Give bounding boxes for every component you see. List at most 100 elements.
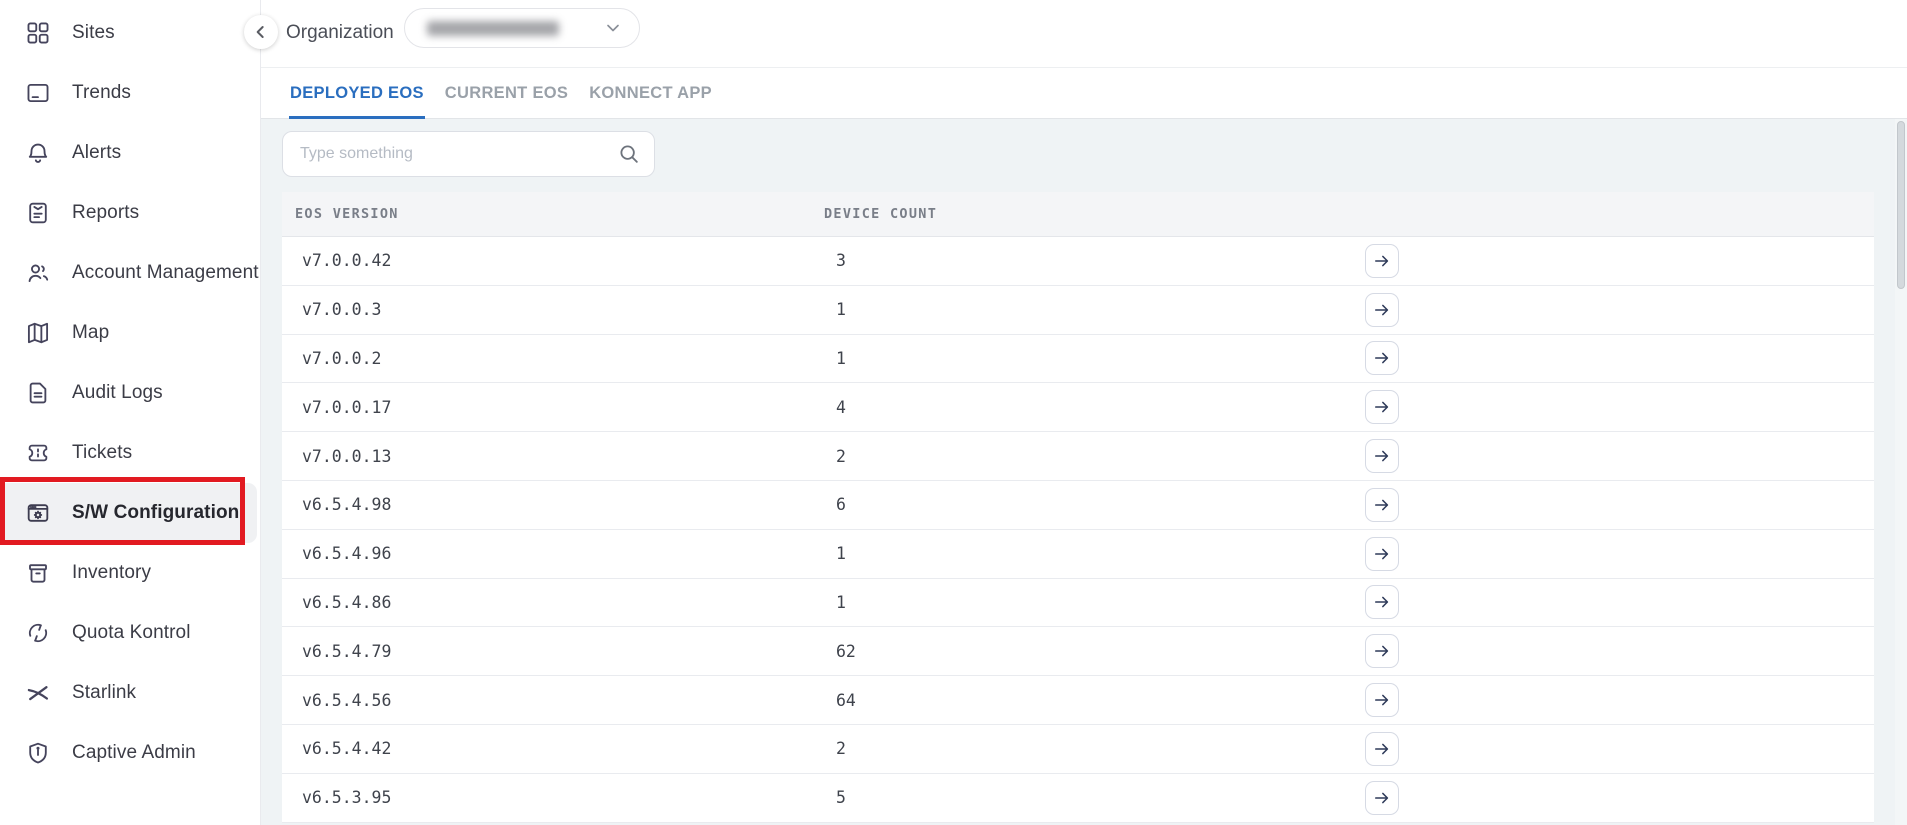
device-count-cell: 2: [836, 446, 846, 466]
sidebar-item-account-management[interactable]: Account Management: [0, 243, 260, 303]
row-detail-button[interactable]: [1365, 243, 1399, 278]
table-row: v6.5.4.56 64: [282, 676, 1874, 725]
table-row: v6.5.4.86 1: [282, 578, 1874, 628]
row-detail-button[interactable]: [1365, 683, 1399, 718]
eos-table: EOS VERSION DEVICE COUNT v7.0.0.42 3 v7.0.…: [282, 192, 1874, 823]
sidebar-item-map[interactable]: Map: [0, 303, 260, 363]
users-icon: [25, 260, 51, 286]
table-row: v6.5.3.95 5: [282, 773, 1874, 823]
content-area: EOS VERSION DEVICE COUNT v7.0.0.423v7.0.…: [261, 119, 1907, 825]
scrollbar-thumb[interactable]: [1897, 121, 1905, 289]
sidebar-item-label: Reports: [72, 202, 140, 223]
organization-label: Organization: [286, 22, 394, 43]
sidebar-nav: Sites Trends Alerts Reports Account Manageme…: [0, 3, 260, 783]
device-count-cell: 4: [836, 397, 846, 417]
row-detail-button[interactable]: [1365, 390, 1399, 425]
arrow-right-icon: [1372, 592, 1392, 612]
arrow-right-icon: [1372, 397, 1392, 417]
arrow-right-icon: [1372, 641, 1392, 661]
sidebar-item-label: Trends: [72, 82, 132, 103]
device-count-cell: 1: [836, 544, 846, 564]
sidebar-item-s-w-configuration[interactable]: S/W Configuration: [0, 483, 257, 543]
tab-current-eos[interactable]: CURRENT EOS: [444, 83, 569, 102]
monitor-icon: [25, 80, 51, 106]
eos-version-cell: v6.5.4.42: [302, 739, 392, 759]
sidebar-item-inventory[interactable]: Inventory: [0, 543, 260, 603]
eos-version-cell: v7.0.0.13: [302, 446, 392, 466]
window-gear-icon: [25, 500, 51, 526]
top-header: Organization: [244, 0, 1907, 67]
chevron-left-icon: [251, 22, 271, 42]
device-count-cell: 1: [836, 300, 846, 320]
sidebar-item-reports[interactable]: Reports: [0, 183, 260, 243]
table-row: v7.0.0.17 4: [282, 383, 1874, 433]
sidebar-item-starlink[interactable]: Starlink: [0, 663, 260, 723]
sidebar-item-quota-kontrol[interactable]: Quota Kontrol: [0, 603, 260, 663]
sidebar-item-sites[interactable]: Sites: [0, 3, 260, 63]
shield-icon: [25, 740, 51, 766]
column-header-device-count: DEVICE COUNT: [824, 206, 938, 222]
sidebar-item-label: Map: [72, 322, 110, 343]
row-detail-button[interactable]: [1365, 292, 1399, 327]
eos-version-cell: v6.5.4.56: [302, 690, 392, 710]
eos-version-cell: v6.5.4.79: [302, 641, 392, 661]
row-detail-button[interactable]: [1365, 439, 1399, 474]
row-detail-button[interactable]: [1365, 731, 1399, 766]
document-icon: [25, 380, 51, 406]
sidebar-item-trends[interactable]: Trends: [0, 63, 260, 123]
device-count-cell: 6: [836, 495, 846, 515]
row-detail-button[interactable]: [1365, 780, 1399, 815]
sidebar-item-label: Account Management: [72, 262, 259, 283]
collapse-sidebar-button[interactable]: [244, 15, 278, 49]
table-row: v6.5.4.96 1: [282, 529, 1874, 579]
device-count-cell: 62: [836, 641, 856, 661]
row-detail-button[interactable]: [1365, 341, 1399, 376]
device-count-cell: 5: [836, 788, 846, 808]
arrow-right-icon: [1372, 544, 1392, 564]
sidebar-item-label: Starlink: [72, 682, 137, 703]
eos-version-cell: v6.5.3.95: [302, 788, 392, 808]
arrow-right-icon: [1372, 690, 1392, 710]
table-row: v6.5.4.42 2: [282, 724, 1874, 774]
tab-deployed-eos[interactable]: DEPLOYED EOS: [289, 68, 425, 119]
bell-icon: [25, 140, 51, 166]
sidebar-item-label: Captive Admin: [72, 742, 196, 763]
organization-value-redacted: [427, 20, 559, 36]
table-body: v7.0.0.42 3 v7.0.0.3 1 v7.0.0.2 1 v7.0.0.17 4 v7…: [282, 237, 1874, 823]
sidebar-item-label: Inventory: [72, 562, 152, 583]
sidebar-item-label: Sites: [72, 22, 115, 43]
search-input[interactable]: [300, 145, 618, 163]
quota-icon: [25, 620, 51, 646]
row-detail-button[interactable]: [1365, 585, 1399, 620]
sidebar-item-captive-admin[interactable]: Captive Admin: [0, 723, 260, 783]
eos-version-cell: v7.0.0.2: [302, 348, 382, 368]
sidebar-item-audit-logs[interactable]: Audit Logs: [0, 363, 260, 423]
main-panel: Organization DEPLOYED EOS CURRENT EOS KO…: [244, 0, 1907, 825]
tab-konnect-app[interactable]: KONNECT APP: [589, 83, 712, 102]
row-detail-button[interactable]: [1365, 487, 1399, 522]
arrow-right-icon: [1372, 446, 1392, 466]
table-row: v7.0.0.13 2: [282, 432, 1874, 481]
chevron-down-icon: [603, 18, 623, 38]
organization-dropdown[interactable]: [404, 8, 640, 48]
eos-version-cell: v6.5.4.86: [302, 592, 392, 612]
arrow-right-icon: [1372, 739, 1392, 759]
sidebar: Sites Trends Alerts Reports Account Manageme…: [0, 0, 261, 825]
tab-bar: DEPLOYED EOS CURRENT EOS KONNECT APP: [261, 67, 1907, 119]
arrow-right-icon: [1372, 348, 1392, 368]
device-count-cell: 3: [836, 251, 846, 271]
report-icon: [25, 200, 51, 226]
sidebar-item-label: Quota Kontrol: [72, 622, 191, 643]
table-row: v6.5.4.79 62: [282, 627, 1874, 677]
sidebar-item-label: Audit Logs: [72, 382, 163, 403]
table-header-row: EOS VERSION DEVICE COUNT: [282, 192, 1874, 237]
sidebar-item-alerts[interactable]: Alerts: [0, 123, 260, 183]
search-box: [282, 131, 655, 177]
table-row: v7.0.0.3 1: [282, 285, 1874, 335]
device-count-cell: 1: [836, 348, 846, 368]
table-row: v7.0.0.2 1: [282, 334, 1874, 384]
row-detail-button[interactable]: [1365, 536, 1399, 571]
row-detail-button[interactable]: [1365, 634, 1399, 669]
scrollbar-track[interactable]: [1895, 119, 1907, 825]
sidebar-item-tickets[interactable]: Tickets: [0, 423, 260, 483]
